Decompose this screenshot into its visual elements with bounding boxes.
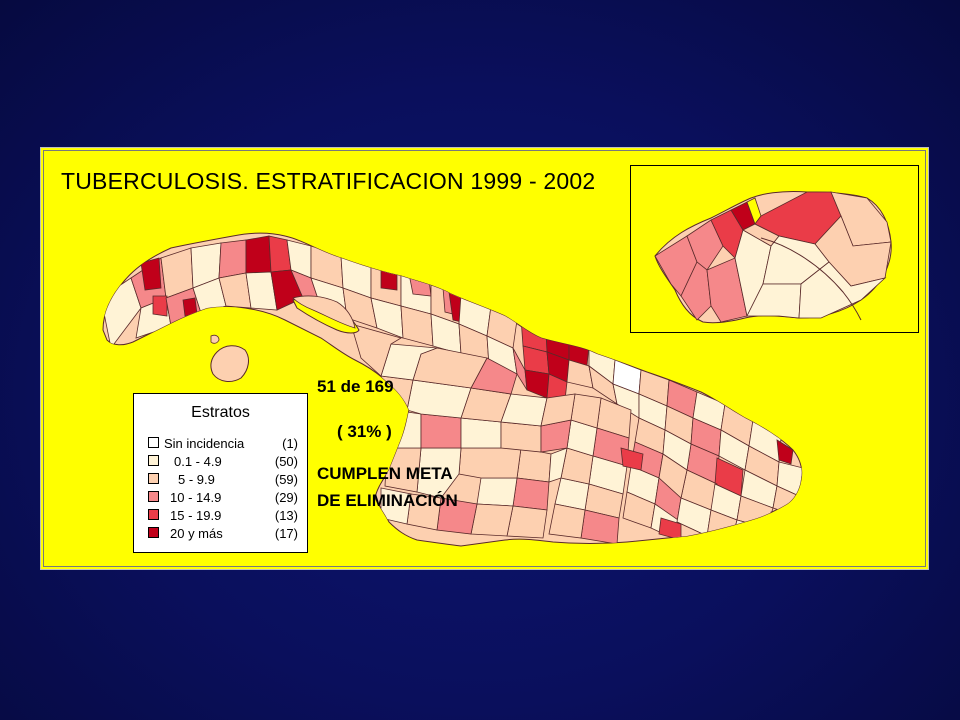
- legend-item-2: 5 - 9.9 (59): [148, 472, 298, 488]
- legend-swatch: [148, 491, 159, 502]
- havana-inset-map: [630, 165, 919, 333]
- municipality: [386, 409, 422, 449]
- municipality: [458, 447, 522, 479]
- legend-count: (29): [274, 490, 298, 505]
- legend-item-0: Sin incidencia (1): [148, 436, 298, 452]
- municipality: [548, 447, 568, 483]
- legend-item-1: 0.1 - 4.9 (50): [148, 454, 298, 470]
- legend-label: 20 y más: [170, 526, 223, 541]
- municipality: [218, 239, 247, 279]
- legend-count: (13): [274, 508, 298, 523]
- isla-north-islet: [210, 334, 220, 344]
- municipality: [476, 477, 518, 507]
- municipality: [152, 295, 168, 317]
- municipality: [460, 417, 502, 449]
- peninsula: [292, 295, 356, 329]
- legend-item-5: 20 y más (17): [148, 526, 298, 542]
- cuba-map: [102, 232, 803, 547]
- legend-swatch: [148, 509, 159, 520]
- municipality: [776, 439, 794, 465]
- panel-inner-border: [43, 150, 926, 567]
- havana-municipality: [746, 283, 802, 319]
- legend-label: 0.1 - 4.9: [174, 454, 222, 469]
- map-panel: TUBERCULOSIS. ESTRATIFICACION 1999 - 200…: [40, 147, 929, 570]
- map-title: TUBERCULOSIS. ESTRATIFICACION 1999 - 200…: [61, 168, 596, 194]
- legend-swatch: [148, 473, 159, 484]
- legend-count: (17): [274, 526, 298, 541]
- municipality: [512, 477, 550, 511]
- legend-title: Estratos: [191, 404, 250, 421]
- municipality: [766, 511, 792, 531]
- stat-goal-line1: CUMPLEN META: [317, 464, 453, 483]
- legend-swatch: [148, 455, 159, 466]
- municipality: [470, 503, 514, 537]
- legend-swatch: [148, 527, 159, 538]
- havana-inset-svg: [654, 191, 892, 324]
- legend-label: 5 - 9.9: [178, 472, 215, 487]
- stat-percent: ( 31% ): [337, 422, 392, 441]
- municipality: [420, 413, 462, 449]
- municipality: [506, 505, 548, 539]
- legend-count: (59): [274, 472, 298, 487]
- legend-item-3: 10 - 14.9 (29): [148, 490, 298, 506]
- municipality: [380, 487, 412, 525]
- havana-municipality: [798, 261, 887, 319]
- havana-municipality: [706, 257, 748, 323]
- legend-box: Estratos Sin incidencia (1) 0.1 - 4.9 (5…: [133, 393, 308, 553]
- municipality: [540, 393, 576, 427]
- legend-item-4: 15 - 19.9 (13): [148, 508, 298, 524]
- municipality: [730, 519, 768, 546]
- isla-de-la-juventud: [210, 345, 249, 382]
- legend-label: 10 - 14.9: [170, 490, 222, 505]
- stat-goal-line2: DE ELIMINACIÓN: [317, 491, 458, 510]
- havana-municipality: [680, 261, 712, 321]
- legend-label: 15 - 19.9: [170, 508, 222, 523]
- legend-count: (1): [282, 436, 298, 451]
- legend-swatch: [148, 437, 159, 448]
- legend-count: (50): [274, 454, 298, 469]
- havana-municipality: [686, 219, 724, 271]
- municipality: [140, 257, 162, 291]
- stat-count: 51 de 169: [317, 377, 394, 396]
- havana-road: [760, 237, 862, 321]
- municipality: [516, 447, 552, 483]
- municipality: [620, 447, 644, 471]
- municipality: [548, 503, 586, 539]
- municipality: [245, 235, 272, 274]
- municipality: [500, 421, 542, 453]
- legend-label: Sin incidencia: [164, 436, 245, 451]
- municipality: [350, 323, 403, 377]
- municipality: [182, 297, 198, 317]
